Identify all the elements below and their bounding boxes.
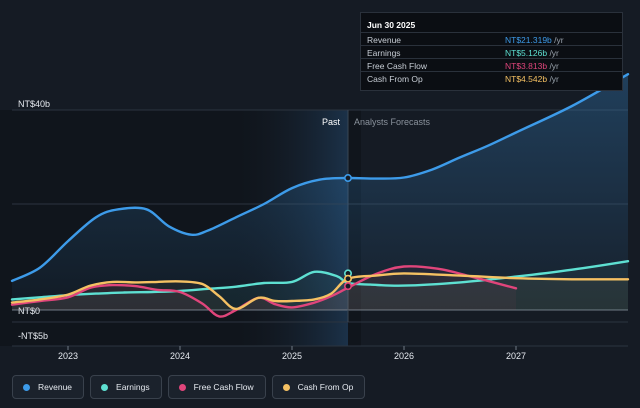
series-area-revenue [12, 74, 628, 310]
y-axis-label: NT$40b [18, 99, 50, 109]
series-area-earnings [12, 261, 628, 310]
tooltip-label: Cash From Op [367, 74, 423, 84]
x-tick-label: 2024 [170, 351, 190, 361]
series-markers [343, 174, 352, 291]
tooltip-label: Free Cash Flow [367, 61, 427, 71]
series-line-cash_from_op [10, 272, 630, 311]
legend-item-free-cash-flow[interactable]: Free Cash Flow [167, 375, 266, 399]
tooltip: Jun 30 2025 Revenue NT$21.319b /yr Earni… [360, 12, 623, 91]
legend-dot-icon [23, 383, 30, 391]
x-tick-label: 2027 [506, 351, 526, 361]
legend-item-cash-from-op[interactable]: Cash From Op [271, 375, 366, 399]
tooltip-value: NT$3.813b /yr [505, 61, 559, 71]
legend-label: Revenue [38, 382, 73, 392]
tooltip-row-cash-from-op: Cash From Op NT$4.542b /yr [361, 71, 622, 85]
legend-item-earnings[interactable]: Earnings [90, 375, 162, 399]
legend-label: Earnings [116, 382, 150, 392]
x-tick-label: 2025 [282, 351, 302, 361]
series-fills [12, 74, 628, 317]
tooltip-value: NT$4.542b /yr [505, 74, 559, 84]
tooltip-date: Jun 30 2025 [367, 20, 416, 30]
marker-free_cash_flow [343, 282, 352, 291]
tooltip-value: NT$21.319b /yr [505, 35, 564, 45]
y-axis-labels: NT$40b NT$0 -NT$5b [18, 99, 50, 341]
legend: Revenue Earnings Free Cash Flow Cash Fro… [12, 375, 366, 401]
series-line-revenue [10, 73, 630, 283]
tooltip-label: Earnings [367, 48, 401, 58]
legend-dot-icon [178, 383, 186, 391]
y-axis-label: NT$0 [18, 306, 40, 316]
tooltip-row-free-cash-flow: Free Cash Flow NT$3.813b /yr [361, 58, 622, 72]
marker-revenue [343, 174, 352, 183]
y-axis-label: -NT$5b [18, 331, 48, 341]
x-axis-ticks: 2023 2024 2025 2026 2027 [58, 346, 526, 361]
series-lines [10, 73, 630, 318]
legend-item-revenue[interactable]: Revenue [12, 375, 85, 399]
marker-cash_from_op [343, 274, 352, 283]
x-tick-label: 2023 [58, 351, 78, 361]
series-line-earnings [10, 260, 630, 301]
legend-label: Free Cash Flow [193, 382, 254, 392]
tooltip-label: Revenue [367, 35, 402, 45]
tooltip-value: NT$5.126b /yr [505, 48, 559, 58]
legend-dot-icon [282, 383, 290, 391]
tooltip-row-revenue: Revenue NT$21.319b /yr [361, 32, 622, 46]
series-area-free_cash_flow [12, 266, 516, 317]
tooltip-row-earnings: Earnings NT$5.126b /yr [361, 45, 622, 59]
legend-dot-icon [101, 383, 109, 391]
forecast-label: Analysts Forecasts [354, 117, 431, 127]
legend-label: Cash From Op [297, 382, 354, 392]
past-label: Past [322, 117, 341, 127]
x-tick-label: 2026 [394, 351, 414, 361]
